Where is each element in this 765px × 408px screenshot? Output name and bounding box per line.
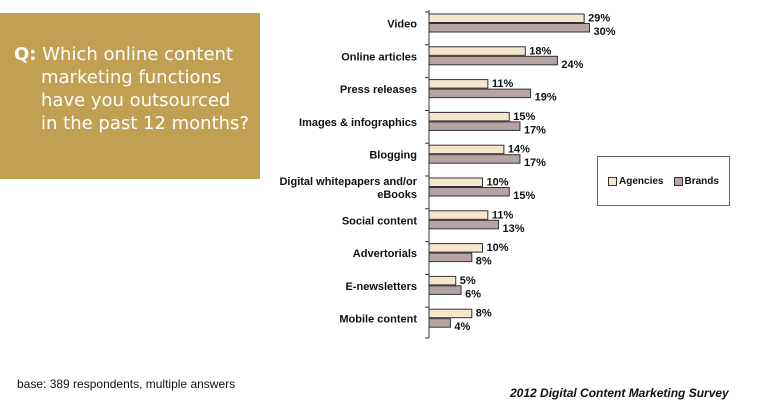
category-label: Press releases [340, 84, 417, 96]
bar-agencies [428, 177, 483, 187]
bar-agencies [428, 79, 489, 89]
legend-item-agencies: Agencies [608, 175, 664, 187]
legend-label-agencies: Agencies [619, 175, 664, 187]
bar-brands [428, 252, 473, 263]
category-label: Advertorials [353, 248, 417, 260]
question-box: Q: Which online content marketing functi… [0, 13, 260, 179]
data-label: 6% [465, 288, 481, 300]
category-label: Online articles [341, 51, 417, 63]
category-label: Digital whitepapers and/or [279, 176, 417, 188]
bar-brands [428, 121, 521, 131]
data-label: 18% [529, 45, 551, 57]
question-line-1: Which online content [42, 44, 234, 65]
data-label: 4% [454, 321, 470, 333]
data-label: 13% [503, 223, 525, 235]
data-label: 29% [588, 13, 610, 25]
bar-agencies [428, 46, 526, 56]
bar-agencies [428, 243, 483, 253]
bar-agencies [428, 144, 505, 155]
data-label: 24% [561, 59, 583, 71]
category-label: eBooks [377, 189, 417, 201]
data-label: 10% [487, 242, 509, 254]
bar-brands [428, 318, 451, 328]
bar-brands [428, 154, 521, 164]
bar-brands [428, 285, 462, 295]
bar-agencies [428, 13, 585, 23]
category-label: Social content [342, 215, 418, 227]
bar-agencies [428, 308, 473, 319]
bar-brands [428, 219, 500, 230]
data-label: 15% [513, 111, 535, 123]
data-label: 14% [508, 144, 530, 156]
question-line-2: marketing functions [41, 67, 222, 88]
survey-source: 2012 Digital Content Marketing Survey [510, 386, 729, 400]
legend-swatch-brands [673, 176, 683, 186]
question-line-4: in the past 12 months? [41, 113, 249, 134]
data-label: 11% [492, 209, 514, 221]
base-note: base: 389 respondents, multiple answers [17, 377, 236, 391]
data-label: 11% [492, 78, 514, 90]
question-line-3: have you outsourced [41, 90, 231, 111]
data-label: 10% [487, 177, 509, 189]
bar-agencies [428, 111, 510, 122]
bar-agencies [428, 275, 457, 286]
data-label: 5% [460, 275, 476, 287]
data-label: 17% [524, 124, 546, 136]
legend-swatch-agencies [608, 176, 618, 186]
bar-brands [428, 187, 510, 197]
bar-brands [428, 88, 532, 99]
data-label: 19% [535, 92, 557, 104]
legend-item-brands: Brands [673, 175, 719, 187]
data-label: 15% [513, 190, 535, 202]
bar-agencies [428, 210, 489, 220]
data-label: 17% [524, 157, 546, 169]
data-label: 30% [594, 26, 616, 38]
category-label: Images & infographics [299, 117, 417, 129]
category-label: Video [387, 19, 417, 31]
category-label: E-newsletters [345, 281, 417, 293]
bar-brands [428, 23, 590, 33]
data-label: 8% [476, 256, 492, 268]
legend-label-brands: Brands [684, 175, 719, 187]
chart-legend: Agencies Brands [597, 156, 730, 206]
question-prefix: Q: [14, 44, 37, 65]
bar-brands [428, 55, 558, 66]
category-label: Blogging [369, 150, 417, 162]
category-label: Mobile content [339, 314, 417, 326]
data-label: 8% [476, 308, 492, 320]
